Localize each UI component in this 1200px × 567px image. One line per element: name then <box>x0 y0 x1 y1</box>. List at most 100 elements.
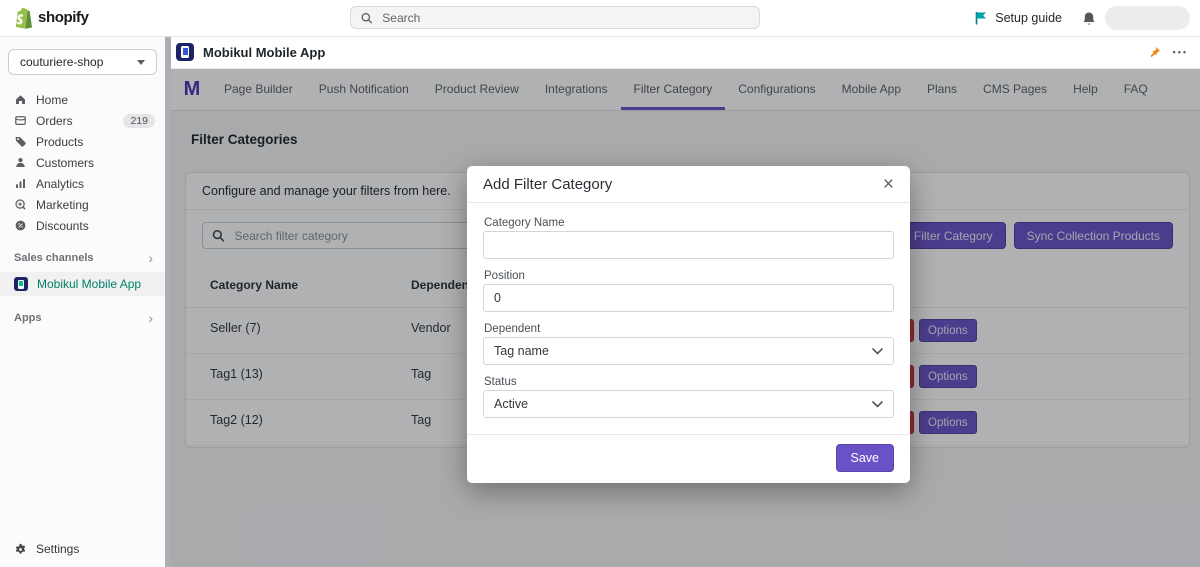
options-button[interactable]: Options <box>919 319 977 342</box>
account-menu[interactable] <box>1105 6 1190 30</box>
status-select[interactable]: Active <box>483 390 894 418</box>
sidebar-item-orders[interactable]: Orders 219 <box>0 110 165 131</box>
settings-label: Settings <box>36 542 80 556</box>
sync-collection-products-button[interactable]: Sync Collection Products <box>1013 222 1173 249</box>
tab-product-review[interactable]: Product Review <box>434 82 519 96</box>
sidebar-item-label: Home <box>36 92 69 107</box>
save-button[interactable]: Save <box>835 444 894 472</box>
app-title: Mobikul Mobile App <box>203 44 326 60</box>
channel-label: Mobikul Mobile App <box>37 277 142 291</box>
chevron-right-icon: › <box>148 310 153 326</box>
add-filter-category-modal: Add Filter Category × Category Name Posi… <box>467 166 910 483</box>
sidebar-item-label: Products <box>36 134 84 149</box>
dependent-label: Dependent <box>484 323 541 335</box>
save-button-label: Save <box>850 451 880 465</box>
sidebar-item-products[interactable]: Products <box>0 131 165 152</box>
gear-icon <box>15 543 26 554</box>
sidebar-item-home[interactable]: Home <box>0 89 165 110</box>
add-filter-category-label: Filter Category <box>913 228 993 243</box>
notifications-button[interactable] <box>1082 11 1096 26</box>
dependent-select[interactable]: Tag name <box>483 337 894 365</box>
position-input[interactable] <box>483 284 894 312</box>
brand-wordmark: shopify <box>38 9 89 26</box>
app-tabbar: M Page Builder Push Notification Product… <box>171 68 1200 111</box>
app-header: Mobikul Mobile App ••• <box>171 36 1200 69</box>
options-button[interactable]: Options <box>919 411 977 434</box>
column-header-dependent: Dependent <box>411 278 474 292</box>
sidebar-item-discounts[interactable]: Discounts <box>0 215 165 236</box>
orders-count-badge: 219 <box>123 113 155 128</box>
sidebar-item-settings[interactable]: Settings <box>14 542 79 556</box>
orders-icon <box>15 116 26 126</box>
tab-filter-category[interactable]: Filter Category <box>621 68 726 110</box>
tab-plans[interactable]: Plans <box>927 82 958 96</box>
shop-selector-label: couturiere-shop <box>20 55 104 69</box>
sidebar-item-label: Marketing <box>36 197 89 212</box>
discount-icon <box>15 220 26 231</box>
tag-icon <box>15 137 26 147</box>
caret-down-icon <box>137 59 145 65</box>
more-menu-icon[interactable]: ••• <box>1172 47 1188 57</box>
sidebar-item-customers[interactable]: Customers <box>0 152 165 173</box>
cell-category-name: Tag1 (13) <box>210 367 263 381</box>
tab-cms-pages[interactable]: CMS Pages <box>983 82 1048 96</box>
sidebar-scrollbar[interactable] <box>165 36 171 567</box>
chevron-down-icon <box>872 347 883 355</box>
sidebar: couturiere-shop Home Orders 219 Products… <box>0 36 165 567</box>
sales-channels-section[interactable]: Sales channels › <box>0 248 165 268</box>
sidebar-item-mobikul-mobile-app[interactable]: Mobikul Mobile App <box>0 272 165 296</box>
tab-push-notification[interactable]: Push Notification <box>318 82 409 96</box>
sidebar-item-marketing[interactable]: Marketing <box>0 194 165 215</box>
search-icon <box>212 230 225 242</box>
tab-faq[interactable]: FAQ <box>1123 82 1148 96</box>
sidebar-item-label: Discounts <box>36 218 89 233</box>
global-search-input[interactable] <box>380 9 749 26</box>
close-icon[interactable]: × <box>882 173 894 195</box>
flag-icon <box>975 12 987 25</box>
mobikul-app-icon <box>176 43 194 61</box>
status-select-value: Active <box>494 397 529 411</box>
category-name-input[interactable] <box>483 231 894 259</box>
tab-integrations[interactable]: Integrations <box>544 82 608 96</box>
sales-channels-label: Sales channels <box>14 252 94 264</box>
home-icon <box>16 95 25 104</box>
shop-selector[interactable]: couturiere-shop <box>8 49 157 75</box>
cell-category-name: Seller (7) <box>210 321 261 335</box>
bar-chart-icon <box>16 179 25 188</box>
tab-configurations[interactable]: Configurations <box>738 82 816 96</box>
global-search[interactable] <box>350 6 760 29</box>
mobikul-app-icon <box>14 277 28 291</box>
options-button[interactable]: Options <box>919 365 977 388</box>
cell-dependent: Vendor <box>411 321 451 335</box>
sidebar-item-label: Analytics <box>36 176 85 191</box>
cell-dependent: Tag <box>411 413 432 427</box>
shopify-logo: shopify <box>13 6 89 29</box>
category-name-label: Category Name <box>484 217 565 229</box>
person-icon <box>16 157 25 167</box>
sidebar-item-label: Orders <box>36 113 73 128</box>
chevron-down-icon <box>872 400 883 408</box>
mobikul-logo: M <box>183 77 201 100</box>
pin-icon[interactable] <box>1148 46 1161 59</box>
modal-header: Add Filter Category × <box>467 166 910 203</box>
tab-help[interactable]: Help <box>1073 82 1098 96</box>
sidebar-item-label: Customers <box>36 155 95 170</box>
shopify-bag-icon <box>15 7 32 29</box>
cell-category-name: Tag2 (12) <box>210 413 263 427</box>
sidebar-item-analytics[interactable]: Analytics <box>0 173 165 194</box>
marketing-icon <box>15 199 26 210</box>
modal-footer: Save <box>467 434 910 483</box>
modal-body: Category Name Position Dependent Tag nam… <box>467 203 910 434</box>
setup-guide-button[interactable]: Setup guide <box>974 11 1062 25</box>
tab-page-builder[interactable]: Page Builder <box>224 82 293 96</box>
apps-label: Apps <box>14 312 42 324</box>
dependent-select-value: Tag name <box>494 344 549 358</box>
search-icon <box>361 12 373 23</box>
tab-mobile-app[interactable]: Mobile App <box>841 82 901 96</box>
column-header-category-name: Category Name <box>210 278 299 292</box>
sync-button-label: Sync Collection Products <box>1026 228 1160 243</box>
bell-icon <box>1083 12 1095 25</box>
cell-dependent: Tag <box>411 367 432 381</box>
apps-section[interactable]: Apps › <box>0 308 165 328</box>
setup-guide-label: Setup guide <box>995 11 1062 25</box>
